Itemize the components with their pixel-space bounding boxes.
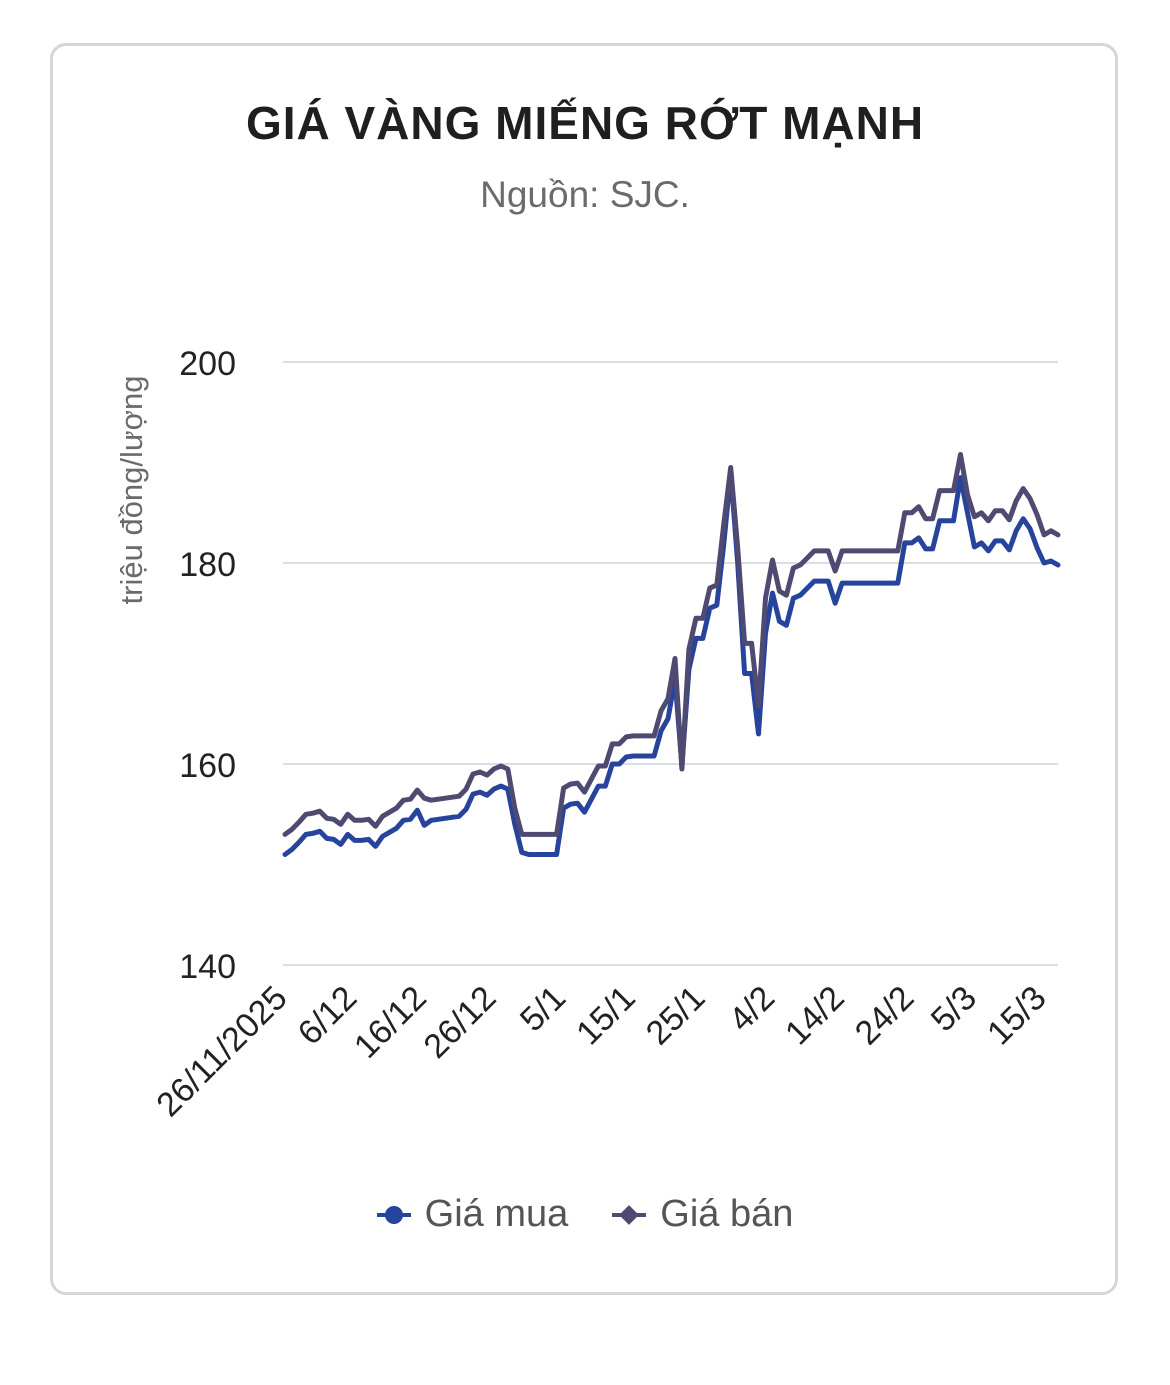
y-axis-label: triệu đồng/lượng <box>114 376 149 605</box>
diamond-marker-icon <box>612 1198 647 1232</box>
legend-item-gia-mua[interactable]: Giá mua <box>376 1193 569 1236</box>
legend-item-gia-ban[interactable]: Giá bán <box>612 1193 793 1236</box>
chart-title: GIÁ VÀNG MIẾNG RỚT MẠNH <box>245 97 925 149</box>
series-line-gia-mua <box>282 470 1061 857</box>
x-tick-label: 25/1 <box>639 979 713 1053</box>
x-tick-label: 5/1 <box>513 979 573 1039</box>
y-tick-label: 200 <box>179 345 236 383</box>
x-tick-label: 14/2 <box>778 979 852 1053</box>
x-tick-label: 15/3 <box>980 979 1054 1053</box>
x-tick-label: 15/1 <box>569 979 643 1053</box>
y-tick-label: 180 <box>179 546 236 584</box>
x-tick-label: 26/11/2025 <box>149 979 294 1124</box>
chart-card <box>50 43 1118 1295</box>
legend-label-gia-mua: Giá mua <box>424 1193 569 1235</box>
x-tick-label: 16/12 <box>347 979 434 1066</box>
legend: Giá mua Giá bán <box>0 1193 1170 1236</box>
x-tick-label: 24/2 <box>848 979 922 1053</box>
y-tick-label: 160 <box>179 747 236 785</box>
x-tick-label: 5/3 <box>924 979 984 1039</box>
series-line-gia-ban <box>282 452 1061 837</box>
x-tick-label: 26/12 <box>417 979 504 1066</box>
circle-marker-icon <box>376 1198 411 1232</box>
x-tick-label: 4/2 <box>722 979 782 1039</box>
y-tick-label: 140 <box>179 948 236 986</box>
chart-subtitle: Nguồn: SJC. <box>480 174 690 215</box>
legend-label-gia-ban: Giá bán <box>660 1193 794 1235</box>
